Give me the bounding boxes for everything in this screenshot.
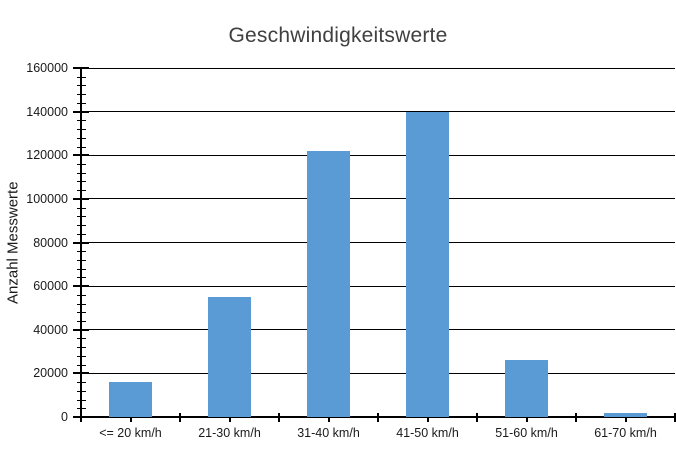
x-axis-category-label: 51-60 km/h: [495, 426, 558, 440]
x-axis-category-label: <= 20 km/h: [99, 426, 162, 440]
gridline: [81, 242, 675, 243]
y-axis-tick-label: 80000: [33, 235, 68, 250]
gridline: [81, 329, 675, 331]
bar: [604, 412, 647, 417]
y-axis-tick: [73, 67, 89, 69]
x-axis-tick: [624, 413, 627, 422]
x-axis-tick: [377, 413, 379, 422]
y-axis-minor-tick: [77, 251, 86, 253]
x-axis-tick: [476, 413, 478, 422]
y-axis-tick: [73, 197, 89, 200]
x-axis-category-label: 61-70 km/h: [594, 426, 657, 440]
y-axis-tick: [73, 154, 89, 157]
gridline: [81, 285, 675, 287]
y-axis-tick-label: 140000: [26, 104, 68, 119]
y-axis-minor-tick: [77, 382, 86, 384]
x-axis-tick: [525, 413, 528, 422]
chart-title: Geschwindigkeitswerte: [228, 24, 448, 47]
y-axis-minor-tick: [77, 390, 86, 392]
y-axis-minor-tick: [77, 146, 86, 148]
gridline: [81, 154, 675, 156]
y-axis-minor-tick: [77, 277, 86, 279]
y-axis-minor-tick: [77, 303, 86, 305]
y-axis-minor-tick: [77, 102, 86, 104]
x-axis-tick: [575, 413, 577, 422]
y-axis-minor-tick: [77, 338, 86, 340]
y-axis-minor-tick: [77, 268, 86, 270]
y-axis-minor-tick: [77, 129, 86, 131]
plot-area: [73, 67, 676, 422]
y-axis-minor-tick: [77, 321, 86, 323]
y-axis-tick-label: 40000: [33, 322, 68, 337]
y-axis-minor-tick: [77, 294, 86, 296]
y-axis-minor-tick: [77, 399, 86, 401]
gridline: [81, 111, 675, 113]
gridline: [81, 198, 675, 200]
y-axis-minor-tick: [77, 364, 86, 366]
gridline: [81, 372, 675, 374]
y-axis-minor-tick: [77, 120, 86, 122]
y-axis-minor-tick: [77, 259, 86, 261]
x-axis-category-label: 21-30 km/h: [198, 426, 261, 440]
y-axis-minor-tick: [77, 85, 86, 87]
y-axis-minor-tick: [77, 225, 86, 227]
x-axis-tick: [80, 413, 82, 422]
y-axis-tick-label: 160000: [26, 61, 68, 75]
y-axis-minor-tick: [77, 172, 86, 174]
bar: [307, 150, 350, 417]
x-axis-tick: [278, 413, 280, 422]
y-axis-minor-tick: [77, 355, 86, 357]
y-axis-minor-tick: [77, 216, 86, 218]
y-axis-minor-tick: [77, 163, 86, 165]
y-axis-minor-tick: [77, 94, 86, 96]
x-axis-category-label: 41-50 km/h: [396, 426, 459, 440]
y-axis-tick-label: 120000: [26, 148, 68, 163]
y-axis-tick-label: 20000: [33, 366, 68, 381]
bar: [406, 111, 449, 417]
x-axis-category-label: 31-40 km/h: [297, 426, 360, 440]
y-axis-tick-label: 60000: [33, 279, 68, 294]
y-axis-minor-tick: [77, 233, 86, 235]
y-axis-tick-label: 100000: [26, 191, 68, 206]
y-axis-tick: [73, 372, 89, 375]
y-axis-minor-tick: [77, 76, 86, 78]
y-axis-tick: [73, 110, 89, 113]
bar: [208, 297, 251, 417]
y-axis-minor-tick: [77, 408, 86, 410]
y-axis-tick: [73, 285, 89, 288]
x-axis-tick: [129, 413, 132, 422]
y-axis-tick: [73, 241, 89, 244]
y-axis-tick-label: 0: [61, 410, 68, 424]
y-axis-tick: [73, 328, 89, 331]
bar: [109, 382, 152, 417]
x-axis-tick: [228, 413, 231, 422]
x-axis-tick: [179, 413, 181, 422]
y-axis-minor-tick: [77, 181, 86, 183]
y-axis-minor-tick: [77, 190, 86, 192]
y-axis-minor-tick: [77, 312, 86, 314]
gridline: [81, 67, 675, 69]
x-axis-tick: [327, 413, 330, 422]
y-axis-minor-tick: [77, 347, 86, 349]
bar: [505, 360, 548, 417]
y-axis-minor-tick: [77, 137, 86, 139]
x-axis-tick: [674, 413, 676, 422]
y-axis-minor-tick: [77, 207, 86, 209]
x-axis-tick: [426, 413, 429, 422]
